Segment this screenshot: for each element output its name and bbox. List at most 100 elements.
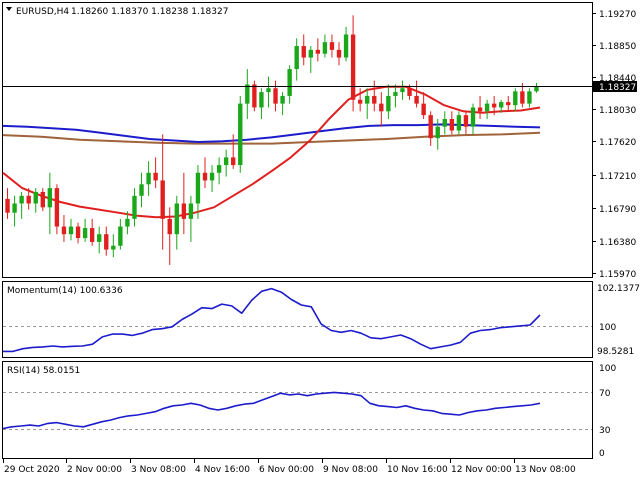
candle	[238, 95, 243, 173]
candle	[139, 172, 144, 208]
candle-body	[47, 188, 53, 208]
candle	[534, 82, 539, 93]
rsi-title: RSI(14) 58.0151	[7, 366, 80, 376]
time-label: 4 Nov 16:00	[195, 465, 250, 475]
candle	[231, 134, 236, 169]
momentum-series	[3, 287, 541, 353]
candle-body	[139, 184, 144, 196]
candle	[82, 218, 88, 242]
candle	[308, 46, 313, 73]
candle	[153, 157, 158, 189]
candle	[421, 92, 426, 119]
momentum-tick: 100	[599, 323, 616, 333]
time-label: 13 Nov 08:00	[515, 465, 576, 475]
candle	[188, 195, 194, 242]
rsi-pane[interactable]	[2, 361, 593, 459]
candle	[47, 172, 53, 235]
candle	[146, 161, 151, 196]
candle	[125, 211, 130, 235]
candle-body	[97, 234, 102, 242]
candle	[357, 88, 363, 112]
candle	[372, 80, 377, 112]
candle	[379, 92, 384, 127]
candle	[287, 65, 292, 104]
candle	[294, 38, 299, 81]
candle-body	[54, 188, 60, 227]
candle	[456, 111, 462, 135]
candle	[118, 218, 123, 250]
candle	[167, 207, 172, 265]
candle-body	[195, 172, 201, 204]
candle-body	[365, 95, 370, 104]
price-tick: 1.18850	[599, 42, 636, 52]
candle	[266, 76, 271, 108]
header-dropdown-icon[interactable]	[6, 7, 12, 11]
candle	[280, 92, 285, 116]
price-tick: 1.16790	[599, 205, 636, 215]
time-label: 6 Nov 00:00	[259, 465, 314, 475]
candle	[491, 95, 497, 116]
candle-body	[456, 115, 462, 131]
symbol-label: EURUSD,H4	[16, 7, 69, 17]
price-tick: 1.18030	[599, 106, 636, 116]
candle	[209, 165, 215, 192]
momentum-pane[interactable]	[2, 281, 593, 358]
candle-body	[167, 218, 172, 235]
candle-body	[26, 195, 31, 204]
price-tick: 1.15970	[599, 270, 636, 280]
candle-body	[280, 95, 285, 104]
time-label: 2 Nov 00:00	[67, 465, 122, 475]
candle-body	[463, 115, 469, 127]
candle-body	[343, 34, 349, 58]
candle	[322, 34, 328, 58]
candle-body	[527, 91, 532, 104]
momentum-tick: 98.5281	[597, 347, 634, 357]
candle-body	[216, 165, 222, 173]
candle-body	[350, 34, 356, 100]
candle	[499, 99, 504, 113]
candle-body	[209, 172, 215, 181]
candle-body	[259, 92, 264, 108]
candle	[111, 234, 116, 258]
candle	[301, 34, 306, 66]
rsi-series	[2, 391, 541, 430]
momentum-tick: 102.1377	[597, 284, 640, 294]
candle-body	[238, 103, 243, 166]
candle-body	[499, 102, 504, 108]
candle-body	[153, 172, 158, 181]
candle-body	[400, 88, 405, 93]
candle-body	[89, 228, 95, 242]
candle-body	[308, 49, 313, 58]
price-tick: 1.18440	[599, 74, 636, 84]
candle-body	[202, 172, 208, 181]
candle-body	[223, 157, 229, 166]
candle-body	[245, 84, 250, 104]
candle	[216, 157, 222, 185]
rsi-tick: 0	[599, 449, 605, 459]
candle-body	[379, 103, 384, 112]
candle-body	[336, 49, 342, 58]
candle-body	[414, 95, 419, 104]
candle-body	[407, 88, 412, 96]
candle	[202, 157, 208, 189]
candle-body	[393, 92, 398, 96]
candle-body	[252, 84, 257, 108]
time-label: 29 Oct 2020	[4, 465, 60, 475]
candle-body	[322, 42, 328, 54]
candle	[245, 69, 250, 119]
candle-body	[301, 46, 306, 58]
candle-body	[442, 118, 447, 127]
candle	[329, 34, 335, 58]
candle	[343, 26, 349, 62]
candle-body	[386, 95, 391, 112]
candle	[75, 222, 81, 244]
candle-body	[470, 107, 476, 127]
candle	[12, 195, 17, 227]
rsi-tick: 70	[599, 389, 611, 399]
candle	[68, 218, 74, 241]
candle-body	[146, 172, 151, 185]
candle	[54, 184, 60, 235]
candle-body	[82, 228, 88, 239]
price-tick: 1.17620	[599, 138, 636, 148]
